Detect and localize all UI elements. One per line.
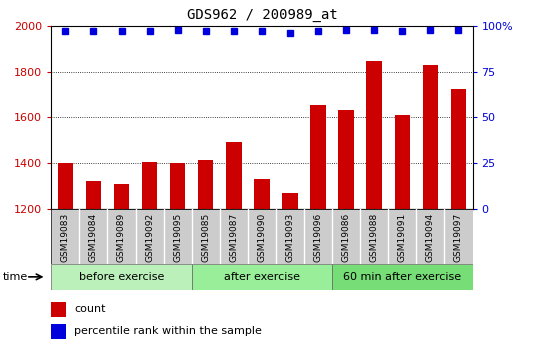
- Bar: [198, 160, 213, 209]
- Bar: [51, 302, 66, 317]
- Text: count: count: [75, 304, 106, 314]
- Text: GSM19085: GSM19085: [201, 213, 210, 263]
- Bar: [226, 142, 241, 209]
- Bar: [339, 110, 354, 209]
- Bar: [310, 105, 326, 209]
- Bar: [142, 162, 157, 209]
- Bar: [254, 179, 269, 209]
- Text: percentile rank within the sample: percentile rank within the sample: [75, 326, 262, 336]
- Text: 60 min after exercise: 60 min after exercise: [343, 272, 461, 282]
- Title: GDS962 / 200989_at: GDS962 / 200989_at: [186, 8, 338, 22]
- Text: GSM19091: GSM19091: [398, 213, 407, 263]
- Bar: [58, 163, 73, 209]
- Text: GSM19083: GSM19083: [61, 213, 70, 263]
- Bar: [395, 115, 410, 209]
- Text: GSM19096: GSM19096: [314, 213, 322, 263]
- Text: GSM19089: GSM19089: [117, 213, 126, 263]
- Text: GSM19097: GSM19097: [454, 213, 463, 263]
- Text: GSM19094: GSM19094: [426, 213, 435, 262]
- Bar: [114, 184, 129, 209]
- Bar: [367, 61, 382, 209]
- Text: after exercise: after exercise: [224, 272, 300, 282]
- Text: GSM19093: GSM19093: [286, 213, 294, 263]
- Text: GSM19092: GSM19092: [145, 213, 154, 262]
- Text: before exercise: before exercise: [79, 272, 164, 282]
- Bar: [51, 324, 66, 339]
- Bar: [451, 89, 466, 209]
- Text: GSM19084: GSM19084: [89, 213, 98, 262]
- Text: GSM19095: GSM19095: [173, 213, 182, 263]
- Text: time: time: [3, 272, 28, 282]
- Bar: [170, 163, 185, 209]
- Bar: [51, 264, 192, 290]
- Text: GSM19087: GSM19087: [230, 213, 238, 263]
- Text: GSM19090: GSM19090: [258, 213, 266, 263]
- Bar: [192, 264, 332, 290]
- Bar: [282, 193, 298, 209]
- Bar: [332, 264, 472, 290]
- Text: GSM19088: GSM19088: [370, 213, 379, 263]
- Bar: [86, 181, 101, 209]
- Text: GSM19086: GSM19086: [342, 213, 350, 263]
- Bar: [423, 65, 438, 209]
